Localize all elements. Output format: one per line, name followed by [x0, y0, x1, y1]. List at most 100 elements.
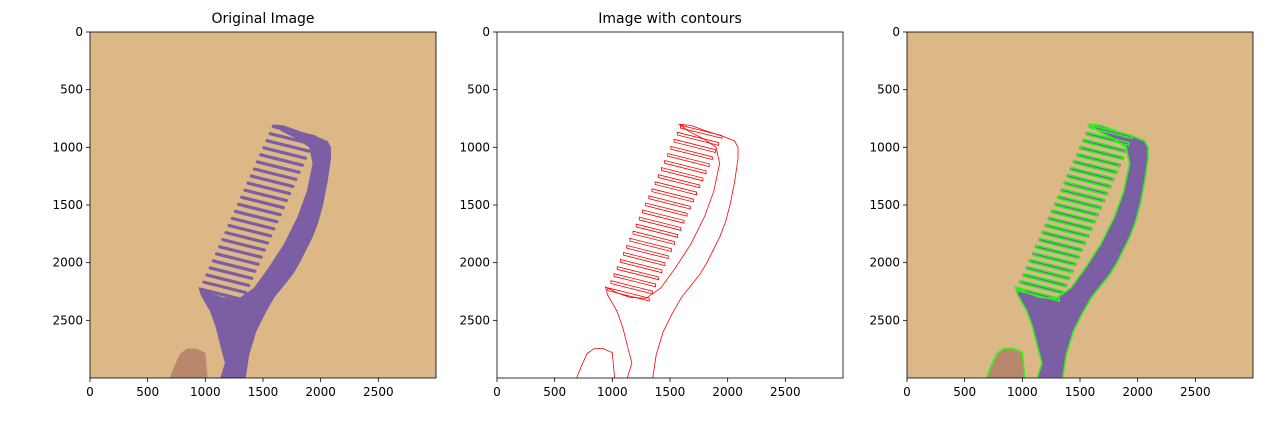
contour-tooth	[1061, 187, 1105, 204]
x-tick-label: 1000	[597, 385, 628, 399]
comb-tooth	[262, 146, 308, 160]
y-tick-label: 500	[467, 83, 490, 97]
contour-tooth	[632, 230, 675, 245]
contour-tooth	[638, 216, 682, 231]
contour-tooth	[607, 287, 650, 302]
y-tick-label: 0	[75, 25, 83, 39]
x-tick-label: 500	[953, 385, 976, 399]
comb-tooth	[1019, 280, 1064, 295]
contour-tooth	[626, 244, 669, 260]
x-tick-label: 2500	[1180, 385, 1211, 399]
comb-handle	[1015, 124, 1148, 378]
contour-tooth	[629, 237, 672, 253]
contour-tooth	[651, 188, 694, 203]
contour-tooth	[635, 223, 679, 238]
contour-tooth	[1026, 265, 1070, 281]
x-tick-label: 1000	[1007, 385, 1038, 399]
contour-tooth	[676, 131, 720, 146]
x-tick-label: 2000	[712, 385, 743, 399]
comb-tooth	[246, 181, 292, 196]
contour-tooth	[1089, 124, 1133, 140]
comb-tooth	[227, 223, 273, 238]
comb-tooth	[1047, 216, 1093, 231]
y-tick-label: 2500	[869, 313, 900, 327]
contour-tooth	[610, 280, 653, 295]
y-tick-label: 1500	[869, 198, 900, 212]
contour-tooth	[1067, 173, 1111, 189]
comb-tooth	[1054, 202, 1099, 217]
contour-tooth	[1070, 166, 1114, 182]
contour-tooth	[645, 202, 688, 217]
comb-tooth	[1028, 259, 1074, 273]
x-tick-label: 500	[136, 385, 159, 399]
contour-handle	[1014, 123, 1149, 378]
contour-handle	[604, 123, 739, 378]
comb-tooth	[237, 202, 282, 217]
image-area	[90, 32, 436, 378]
contour-tooth	[670, 145, 713, 161]
panel-1: 0 500 1000 1500 2000 2500 0 500 1000 1500 2000 2500…	[52, 11, 437, 399]
image-background	[497, 32, 843, 378]
x-tick-label: 2000	[305, 385, 336, 399]
comb-tooth	[1035, 245, 1080, 259]
comb-tooth	[1044, 223, 1090, 238]
comb-tooth	[1076, 153, 1121, 167]
contour-tooth	[661, 167, 704, 182]
x-tick-label: 2500	[363, 385, 394, 399]
y-tick-label: 2500	[459, 313, 490, 327]
comb-tooth	[1025, 266, 1071, 280]
x-tick-label: 2500	[770, 385, 801, 399]
comb-tooth	[208, 266, 254, 280]
comb-tooth	[1057, 195, 1102, 210]
y-tick-label: 2000	[52, 256, 83, 270]
contour-tooth	[623, 251, 666, 267]
comb-tooth	[1085, 132, 1131, 146]
contour-tooth	[1086, 131, 1130, 147]
comb-handle	[198, 124, 331, 378]
contour-tooth	[654, 181, 697, 196]
x-tick-label: 2000	[1122, 385, 1153, 399]
comb-tooth	[1041, 231, 1087, 245]
comb-tooth	[202, 280, 247, 295]
x-tick-label: 1500	[655, 385, 686, 399]
finger-shape	[169, 348, 208, 378]
image-background	[907, 32, 1253, 378]
contour-tooth	[680, 124, 723, 139]
comb-tooth	[1060, 188, 1106, 203]
contour-tooth	[648, 195, 691, 210]
comb-tooth	[243, 188, 289, 203]
contour-tooth	[1054, 201, 1098, 218]
contour-tooth	[1029, 258, 1073, 274]
image-background	[90, 32, 436, 378]
contour-tooth	[1076, 152, 1121, 168]
x-tick-label: 1500	[1065, 385, 1096, 399]
comb-tooth	[268, 132, 314, 146]
panel-3: 0 500 1000 1500 2000 2500 0 500 1000 1500 2000 2500	[869, 25, 1254, 399]
y-tick-label: 2000	[459, 256, 490, 270]
comb-tooth	[240, 195, 285, 210]
y-tick-label: 0	[482, 25, 490, 39]
x-tick-label: 500	[543, 385, 566, 399]
x-tick-label: 0	[86, 385, 94, 399]
x-tick-label: 0	[493, 385, 501, 399]
comb-tooth	[271, 124, 317, 139]
comb-tooth	[255, 160, 301, 174]
contour-tooth	[664, 159, 707, 175]
y-tick-label: 1000	[52, 140, 83, 154]
contour-tooth	[667, 152, 710, 168]
contour-tooth	[1045, 223, 1089, 239]
contour-tooth	[1023, 272, 1067, 288]
contour-finger	[985, 347, 1026, 378]
comb-tooth	[1066, 174, 1112, 189]
image-area	[497, 32, 843, 378]
y-tick-label: 500	[877, 83, 900, 97]
comb-tooth	[259, 153, 304, 167]
comb-tooth	[214, 252, 260, 266]
comb-tooth	[1072, 160, 1118, 174]
comb-tooth	[1050, 209, 1096, 224]
y-tick-label: 2500	[52, 313, 83, 327]
contour-tooth	[657, 174, 701, 189]
comb-tooth	[224, 231, 270, 245]
contour-tooth	[620, 258, 663, 274]
